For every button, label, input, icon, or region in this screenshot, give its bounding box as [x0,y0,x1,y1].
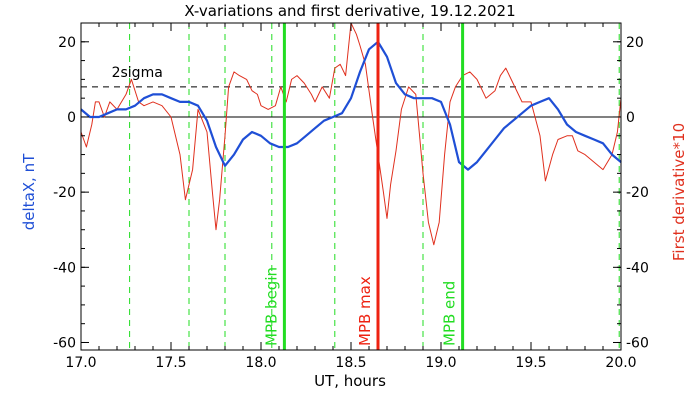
x-tick-label: 19.5 [515,355,546,371]
sigma-label: 2sigma [112,65,163,81]
x-tick-label: 18.5 [335,355,366,371]
x-tick-label: 18.0 [245,355,276,371]
y-tick-label-right: -60 [626,335,649,351]
y-axis-label-left: deltaX, nT [20,153,38,230]
x-tick-label: 17.5 [155,355,186,371]
x-tick-label: 17.0 [65,355,96,371]
plot-area: 2sigma MPB begin MPB max MPB end 17.0 17.5 18.… [53,22,649,371]
chart-title: X-variations and first derivative, 19.12… [184,2,515,20]
x-axis-label: UT, hours [314,372,386,390]
y-tick-label-left: 0 [67,110,76,126]
y-tick-label-left: -40 [53,260,76,276]
y-axis-label-right: First derivative*10 [670,123,688,261]
deltax-series-line [80,40,622,171]
mpb-marker-label: MPB begin [262,267,280,346]
x-tick-label: 19.0 [425,355,456,371]
y-tick-label-right: -20 [626,185,649,201]
y-tick-label-right: 0 [626,110,635,126]
x-tick-label: 20.0 [605,355,636,371]
derivative-series-line [80,22,622,246]
y-tick-label-left: -60 [53,335,76,351]
y-tick-label-left: -20 [53,185,76,201]
y-tick-label-left: 20 [58,35,76,51]
mpb-marker-label: MPB end [441,281,459,346]
mpb-marker-label: MPB max [356,276,374,346]
y-tick-label-right: -40 [626,260,649,276]
y-tick-label-right: 20 [626,35,644,51]
